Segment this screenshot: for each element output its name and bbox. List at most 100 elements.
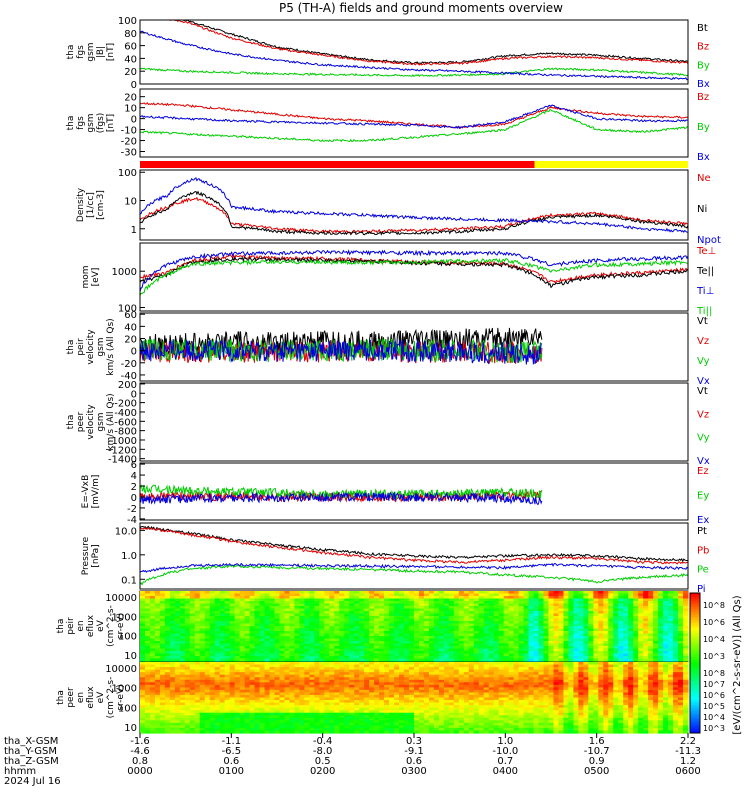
spectrogram-cell xyxy=(309,722,315,726)
spectrogram-cell xyxy=(354,725,360,729)
spectrogram-cell xyxy=(354,598,360,602)
spectrogram-cell xyxy=(234,658,241,662)
spectrogram-cell xyxy=(289,710,296,714)
spectrogram-cell xyxy=(319,669,325,673)
spectrogram-cell xyxy=(523,643,530,647)
spectrogram-cell xyxy=(374,672,380,676)
spectrogram-cell xyxy=(658,638,664,642)
spectrogram-cell xyxy=(458,596,465,600)
spectrogram-cell xyxy=(154,669,161,673)
spectrogram-cell xyxy=(399,628,405,632)
spectrogram-cell xyxy=(274,591,281,595)
spectrogram-cell xyxy=(244,700,251,704)
spectrogram-cell xyxy=(154,591,161,595)
spectrogram-cell xyxy=(364,697,370,701)
spectrogram-cell xyxy=(274,684,281,688)
spectrogram-cell xyxy=(154,679,161,683)
spectrogram-cell xyxy=(279,646,286,650)
spectrogram-cell xyxy=(209,616,216,620)
spectrogram-cell xyxy=(219,667,226,671)
spectrogram-cell xyxy=(194,641,201,645)
spectrogram-cell xyxy=(334,598,340,602)
spectrogram-cell xyxy=(339,603,345,607)
spectrogram-cell xyxy=(174,662,181,666)
spectrogram-cell xyxy=(428,710,435,714)
spectrogram-cell xyxy=(359,679,365,683)
spectrogram-cell xyxy=(214,705,221,709)
spectrogram-cell xyxy=(618,606,624,610)
spectrogram-cell xyxy=(653,621,659,625)
spectrogram-cell xyxy=(149,596,156,600)
spectrogram-cell xyxy=(384,672,390,676)
spectrogram-cell xyxy=(374,664,380,668)
spectrogram-cell xyxy=(199,702,206,706)
spectrogram-cell xyxy=(194,653,201,657)
spectrogram-cell xyxy=(553,643,560,647)
spectrogram-cell xyxy=(593,616,599,620)
spectrogram-cell xyxy=(414,641,420,645)
spectrogram-cell xyxy=(149,636,156,640)
spectrogram-cell xyxy=(374,669,380,673)
spectrogram-cell xyxy=(488,626,495,630)
y-tick-label: 100 xyxy=(118,16,137,27)
panel-frame xyxy=(139,88,689,158)
spectrogram-cell xyxy=(224,715,231,719)
spectrogram-cell xyxy=(259,682,266,686)
spectrogram-cell xyxy=(683,656,689,660)
spectrogram-cell xyxy=(259,712,266,716)
spectrogram-cell xyxy=(573,638,579,642)
spectrogram-cell xyxy=(334,656,340,660)
spectrogram-cell xyxy=(199,651,206,655)
spectrogram-cell xyxy=(418,613,425,617)
spectrogram-cell xyxy=(169,611,176,615)
spectrogram-cell xyxy=(643,608,649,612)
spectrogram-cell xyxy=(179,725,186,729)
spectrogram-cell xyxy=(294,679,301,683)
spectrogram-cell xyxy=(478,641,485,645)
spectrogram-cell xyxy=(394,672,400,676)
spectrogram-cell xyxy=(374,689,380,694)
spectrogram-cell xyxy=(673,606,679,610)
spectrogram-cell xyxy=(279,667,286,671)
spectrogram-cell xyxy=(194,648,201,652)
spectrogram-cell xyxy=(319,638,325,642)
spectrogram-cell xyxy=(498,636,505,640)
spectrogram-cell xyxy=(169,591,176,595)
spectrogram-cell xyxy=(314,662,320,666)
spectrogram-cell xyxy=(204,623,211,627)
spectrogram-cell xyxy=(473,601,480,605)
spectrogram-cell xyxy=(678,658,684,662)
spectrogram-cell xyxy=(409,628,415,632)
spectrogram-cell xyxy=(149,712,156,716)
spectrogram-cell xyxy=(443,606,450,610)
y-axis-label-line: [mV/m] xyxy=(91,475,101,509)
spectrogram-cell xyxy=(299,651,305,655)
spectrogram-cell xyxy=(678,596,684,600)
spectrogram-cell xyxy=(448,621,455,625)
spectrogram-cell xyxy=(274,606,281,610)
spectrogram-cell xyxy=(309,656,315,660)
spectrogram-cell xyxy=(503,626,510,630)
spectrogram-cell xyxy=(169,596,176,600)
spectrogram-cell xyxy=(349,669,355,673)
spectrogram-cell xyxy=(633,636,639,640)
spectrogram-cell xyxy=(523,593,530,597)
spectrogram-cell xyxy=(249,601,256,605)
spectrogram-cell xyxy=(140,611,146,615)
spectrogram-cell xyxy=(374,611,380,615)
spectrogram-cell xyxy=(234,692,241,696)
spectrogram-cell xyxy=(638,643,644,647)
spectrogram-cell xyxy=(204,613,211,617)
spectrogram-cell xyxy=(269,664,276,668)
spectrogram-cell xyxy=(179,694,186,699)
spectrogram-cell xyxy=(334,641,340,645)
spectrogram-cell xyxy=(588,646,594,650)
spectrogram-cell xyxy=(159,722,166,726)
spectrogram-cell xyxy=(678,651,684,655)
spectrogram-cell xyxy=(448,616,455,620)
spectrogram-cell xyxy=(588,651,594,655)
spectrogram-cell xyxy=(269,669,276,673)
spectrogram-cell xyxy=(289,702,296,706)
spectrogram-cell xyxy=(254,623,261,627)
spectrogram-cell xyxy=(304,677,310,681)
